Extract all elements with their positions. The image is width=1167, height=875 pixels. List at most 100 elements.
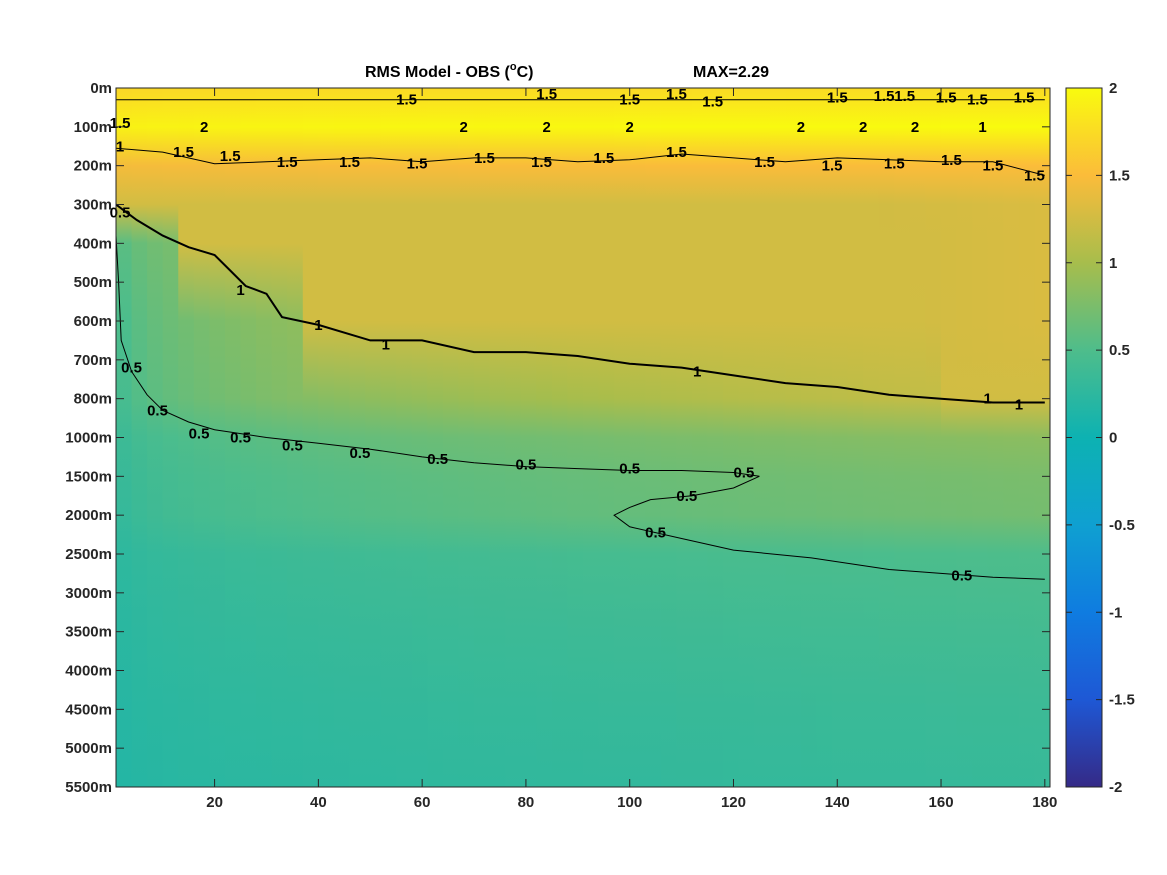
contour-label: 0.5 [110, 204, 131, 221]
heatmap-column [427, 88, 444, 787]
contour-label: 2 [859, 119, 867, 136]
chart-title: RMS Model - OBS (oC) [365, 61, 534, 81]
contour-label: 0.5 [951, 567, 972, 584]
heatmap-column [349, 88, 366, 787]
contour-label: 1 [314, 317, 322, 334]
heatmap-column [396, 88, 413, 787]
contour-line-1 [116, 203, 1045, 404]
heatmap-column [660, 88, 677, 787]
colorbar-tick-label: 2 [1109, 80, 1117, 97]
y-tick-label: 5500m [65, 779, 112, 796]
contour-label: 0.5 [121, 360, 142, 377]
heatmap-column [972, 88, 989, 787]
heatmap-column [583, 88, 600, 787]
heatmap-column [816, 88, 833, 787]
heatmap-column [193, 88, 210, 787]
contour-label: 1.5 [884, 156, 905, 173]
contour-label: 1 [116, 138, 124, 155]
contour-label: 2 [543, 119, 551, 136]
contour-label: 1 [693, 364, 701, 381]
y-tick-label: 600m [74, 313, 112, 330]
heatmap-field [116, 88, 1050, 787]
heatmap-column [614, 88, 631, 787]
heatmap-column [707, 88, 724, 787]
heatmap-column [723, 88, 740, 787]
contour-label: 1.5 [474, 150, 495, 167]
y-tick-label: 100m [74, 119, 112, 136]
heatmap-column [116, 88, 133, 787]
x-tick-label: 140 [825, 794, 850, 811]
contour-label: 1.5 [936, 90, 957, 107]
colorbar-tick-label: -1.5 [1109, 692, 1135, 709]
heatmap-column [458, 88, 475, 787]
contour-label: 1.5 [339, 154, 360, 171]
heatmap-column [318, 88, 335, 787]
contour-label: 1.5 [941, 152, 962, 169]
contour-label: 1.5 [220, 148, 241, 165]
contour-label: 0.5 [676, 488, 697, 505]
y-tick-label: 3000m [65, 585, 112, 602]
heatmap-column [162, 88, 179, 787]
heatmap-column [147, 88, 164, 787]
heatmap-column [224, 88, 242, 787]
heatmap-column [302, 88, 319, 787]
colorbar-tick-label: -0.5 [1109, 517, 1135, 534]
contour-labels: 1 1 1 1 1 1 0.5 0.5 0.5 0.5 0.5 0.5 0.5 0.5 0.5 0.5 0.5 0… [110, 86, 1045, 585]
contour-label: 0.5 [230, 430, 251, 447]
y-tick-label: 0m [90, 80, 112, 97]
contour-label: 1.5 [396, 92, 417, 109]
heatmap-column [598, 88, 615, 787]
contour-label: 1 [382, 336, 390, 353]
heatmap-column [987, 88, 1004, 787]
heatmap-column [847, 88, 864, 787]
contour-label: 0.5 [619, 461, 640, 478]
contour-label: 1.5 [982, 158, 1003, 175]
x-tick-label: 20 [206, 794, 223, 811]
heatmap-column [676, 88, 693, 787]
contour-lines [116, 99, 1045, 580]
colorbar-tick-label: 0 [1109, 430, 1117, 447]
heatmap-column [832, 88, 849, 787]
heatmap-column [365, 88, 382, 787]
heatmap-column [645, 88, 662, 787]
contour-label: 1.5 [702, 94, 723, 111]
contour-label: 1.5 [536, 86, 557, 103]
contour-label: 0.5 [282, 437, 303, 454]
y-axis: 0m100m200m300m400m500m600m700m800m1000m1… [65, 80, 1050, 796]
y-tick-label: 3500m [65, 624, 112, 641]
heatmap-column [380, 88, 397, 787]
contour-label: 1.5 [277, 154, 298, 171]
x-tick-label: 100 [617, 794, 642, 811]
contour-label: 0.5 [349, 445, 370, 462]
y-tick-label: 400m [74, 235, 112, 252]
colorbar-tick-label: 1.5 [1109, 167, 1130, 184]
y-tick-label: 4500m [65, 701, 112, 718]
y-tick-label: 300m [74, 197, 112, 214]
y-tick-label: 200m [74, 158, 112, 175]
heatmap-column [551, 88, 569, 787]
y-tick-label: 1500m [65, 468, 112, 485]
contour-label: 2 [911, 119, 919, 136]
contour-label: 1.5 [619, 92, 640, 109]
heatmap-column [520, 88, 537, 787]
heatmap-column [489, 88, 506, 787]
heatmap-column [474, 88, 491, 787]
heatmap-column [800, 88, 818, 787]
y-tick-label: 5000m [65, 740, 112, 757]
contour-label: 1.5 [827, 90, 848, 107]
contour-label: 1 [984, 391, 992, 408]
contour-label: 1.5 [894, 88, 915, 105]
heatmap-column [178, 88, 195, 787]
heatmap-column [941, 88, 958, 787]
y-tick-label: 4000m [65, 663, 112, 680]
colorbar-tick-label: 0.5 [1109, 342, 1130, 359]
contour-label: 1.5 [1024, 167, 1045, 184]
heatmap-column [691, 88, 709, 787]
heatmap-column [863, 88, 880, 787]
heatmap-column [131, 88, 148, 787]
heatmap-column [287, 88, 304, 787]
contour-label: 1.5 [593, 150, 614, 167]
contour-label: 1.5 [967, 92, 988, 109]
contour-label: 1.5 [666, 86, 687, 103]
